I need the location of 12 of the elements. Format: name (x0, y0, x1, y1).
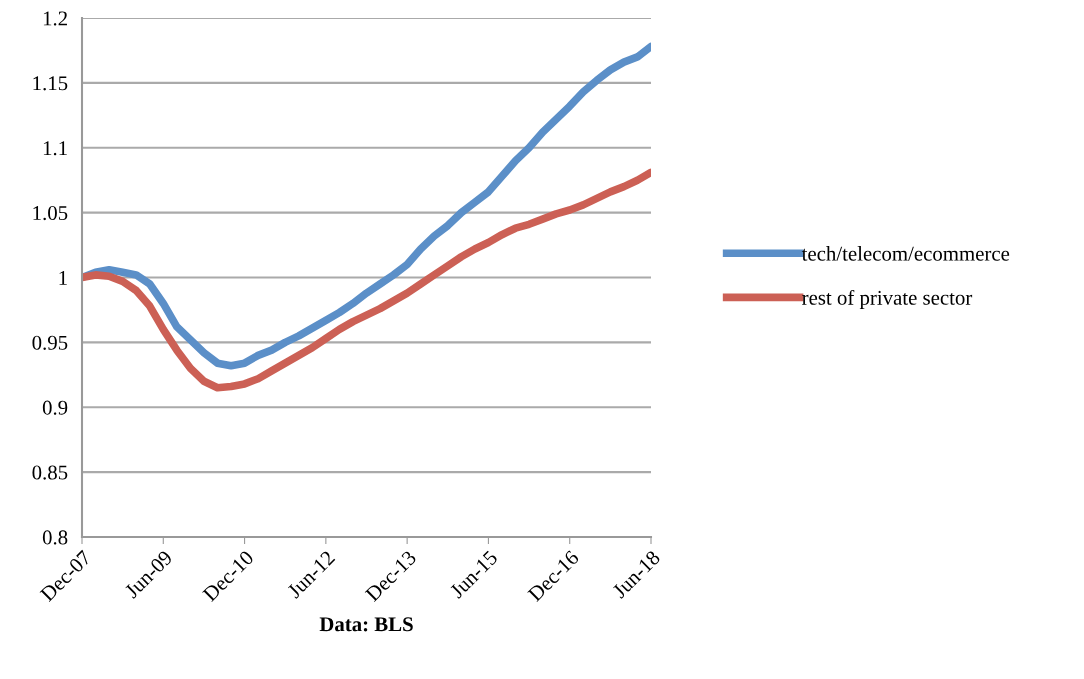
y-tick-label: 1.1 (43, 141, 67, 156)
y-tick-label: 1 (59, 270, 67, 285)
y-tick-label: 0.9 (42, 400, 68, 415)
y-tick-label: 0.8 (42, 530, 68, 545)
x-axis-title: Data: BLS (319, 617, 413, 632)
legend-label: rest of private sector (802, 289, 973, 310)
legend-label: tech/telecom/ecommerce (801, 246, 1010, 261)
y-tick-label: 0.95 (32, 335, 68, 350)
y-tick-label: 1.2 (43, 11, 67, 26)
y-tick-label: 1.15 (33, 76, 68, 91)
y-tick-label: 0.85 (32, 465, 68, 480)
y-tick-label: 1.05 (33, 206, 68, 221)
